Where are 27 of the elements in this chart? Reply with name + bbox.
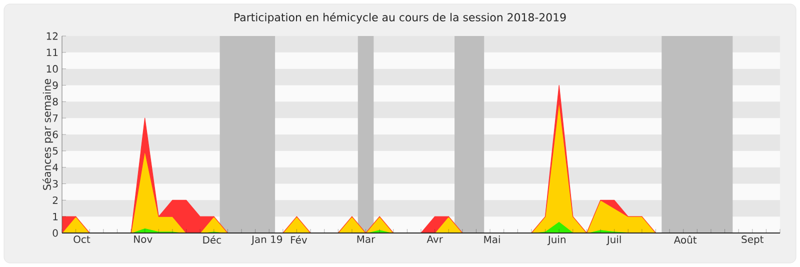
x-tick-label: Fév — [291, 236, 308, 244]
x-tick-label: Jan 19 — [251, 236, 282, 245]
y-tick-label: 4 — [52, 164, 58, 171]
x-tick-label: Avr — [426, 236, 443, 243]
x-tick-label: Nov — [134, 236, 152, 243]
y-axis-title: Séances par semaine — [42, 78, 53, 190]
chart-title: Participation en hémicycle au cours de la session 2018-2019 — [234, 12, 566, 24]
x-tick-label: Sept — [742, 236, 764, 245]
y-tick-label: 1 — [53, 212, 58, 220]
x-tick-label: Déc — [203, 236, 221, 244]
y-tick-label: 8 — [52, 98, 58, 106]
y-tick-label: 9 — [52, 81, 58, 90]
y-tick-label: 3 — [52, 180, 58, 188]
y-tick-label: 12 — [46, 32, 58, 40]
y-tick-label: 10 — [46, 65, 58, 73]
y-tick-label: 5 — [52, 147, 58, 155]
y-tick-label: 7 — [52, 114, 58, 122]
y-tick-label: 2 — [52, 196, 58, 204]
x-tick-label: Mar — [357, 236, 376, 243]
x-tick-label: Juin — [547, 236, 566, 246]
x-tick-label: Août — [674, 236, 697, 244]
x-tick-label: Juil — [606, 236, 621, 246]
y-tick-label: 11 — [46, 48, 58, 56]
x-tick-label: Oct — [74, 236, 90, 244]
x-tick-label: Mai — [484, 236, 500, 244]
y-tick-label: 0 — [52, 229, 58, 237]
y-tick-label: 6 — [52, 130, 58, 138]
